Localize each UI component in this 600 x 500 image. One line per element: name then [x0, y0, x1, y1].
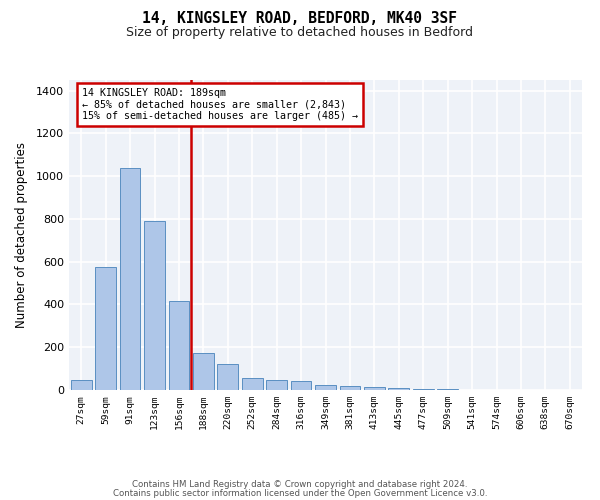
Bar [242, 378, 263, 390]
Bar [290, 382, 311, 390]
Bar [119, 168, 140, 390]
Text: Contains HM Land Registry data © Crown copyright and database right 2024.: Contains HM Land Registry data © Crown c… [132, 480, 468, 489]
Bar [144, 221, 165, 390]
Bar [413, 388, 434, 390]
Bar [340, 386, 361, 390]
Bar [95, 267, 116, 390]
Bar [217, 364, 238, 390]
Bar [71, 380, 92, 390]
Bar [315, 386, 336, 390]
Bar [388, 388, 409, 390]
Text: 14 KINGSLEY ROAD: 189sqm
← 85% of detached houses are smaller (2,843)
15% of sem: 14 KINGSLEY ROAD: 189sqm ← 85% of detach… [82, 88, 358, 121]
Y-axis label: Number of detached properties: Number of detached properties [14, 142, 28, 328]
Bar [364, 387, 385, 390]
Text: 14, KINGSLEY ROAD, BEDFORD, MK40 3SF: 14, KINGSLEY ROAD, BEDFORD, MK40 3SF [143, 11, 458, 26]
Bar [169, 302, 190, 390]
Bar [193, 352, 214, 390]
Bar [266, 380, 287, 390]
Text: Contains public sector information licensed under the Open Government Licence v3: Contains public sector information licen… [113, 488, 487, 498]
Text: Size of property relative to detached houses in Bedford: Size of property relative to detached ho… [127, 26, 473, 39]
